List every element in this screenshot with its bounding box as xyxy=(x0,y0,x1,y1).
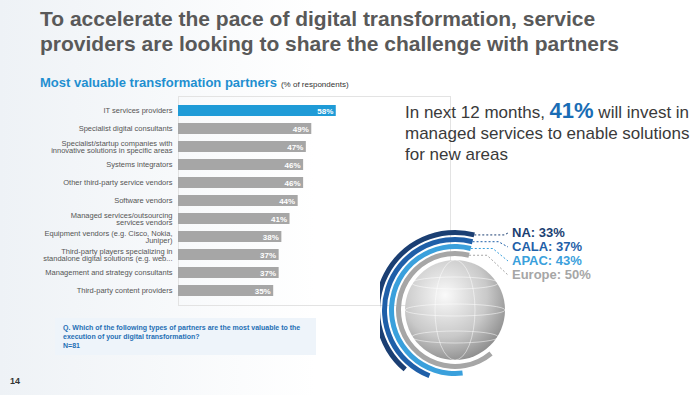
svg-text:Third-party content providers: Third-party content providers xyxy=(77,286,173,295)
svg-text:58%: 58% xyxy=(317,107,333,116)
svg-text:49%: 49% xyxy=(293,125,309,134)
svg-text:CALA: 37%: CALA: 37% xyxy=(512,239,583,254)
svg-text:Software vendors: Software vendors xyxy=(114,196,173,205)
svg-text:NA: 33%: NA: 33% xyxy=(512,225,565,240)
svg-text:Systems integrators: Systems integrators xyxy=(106,160,173,169)
svg-text:Europe: 50%: Europe: 50% xyxy=(512,267,591,282)
svg-text:Third-party players specializi: Third-party players specializing instand… xyxy=(43,247,172,264)
svg-text:47%: 47% xyxy=(287,143,303,152)
svg-text:46%: 46% xyxy=(285,161,301,170)
html-text:To accelerate the pace of digi: To accelerate the pace of digital transf… xyxy=(40,7,619,55)
html-text:14: 14 xyxy=(10,376,20,386)
html-text:In next 12 months,41%will inve: In next 12 months,41%will invest in mana… xyxy=(405,98,690,164)
html-text:Q. Which of the following type: Q. Which of the following types of partn… xyxy=(63,324,301,340)
svg-text:Equipment vendors (e.g. Cisco,: Equipment vendors (e.g. Cisco, Nokia,Jun… xyxy=(45,229,173,246)
svg-text:Specialist/startup companies w: Specialist/startup companies withinnovat… xyxy=(51,139,173,156)
html-text:Most valuable transformation p: Most valuable transformation partners (%… xyxy=(40,75,349,90)
svg-text:44%: 44% xyxy=(279,197,295,206)
html-text:N=81: N=81 xyxy=(63,342,80,349)
svg-text:35%: 35% xyxy=(255,287,271,296)
svg-text:46%: 46% xyxy=(285,179,301,188)
svg-text:Management and strategy consul: Management and strategy consultants xyxy=(45,268,172,277)
svg-text:APAC: 43%: APAC: 43% xyxy=(512,253,582,268)
svg-text:38%: 38% xyxy=(263,233,279,242)
svg-text:Specialist digital consultants: Specialist digital consultants xyxy=(79,124,173,133)
svg-text:41%: 41% xyxy=(271,215,287,224)
svg-text:Other third-party service vend: Other third-party service vendors xyxy=(63,178,172,187)
svg-text:IT services providers: IT services providers xyxy=(103,106,172,115)
svg-text:37%: 37% xyxy=(260,251,276,260)
svg-text:Managed services/outsourcingse: Managed services/outsourcingservices ven… xyxy=(71,211,173,228)
svg-text:37%: 37% xyxy=(260,269,276,278)
